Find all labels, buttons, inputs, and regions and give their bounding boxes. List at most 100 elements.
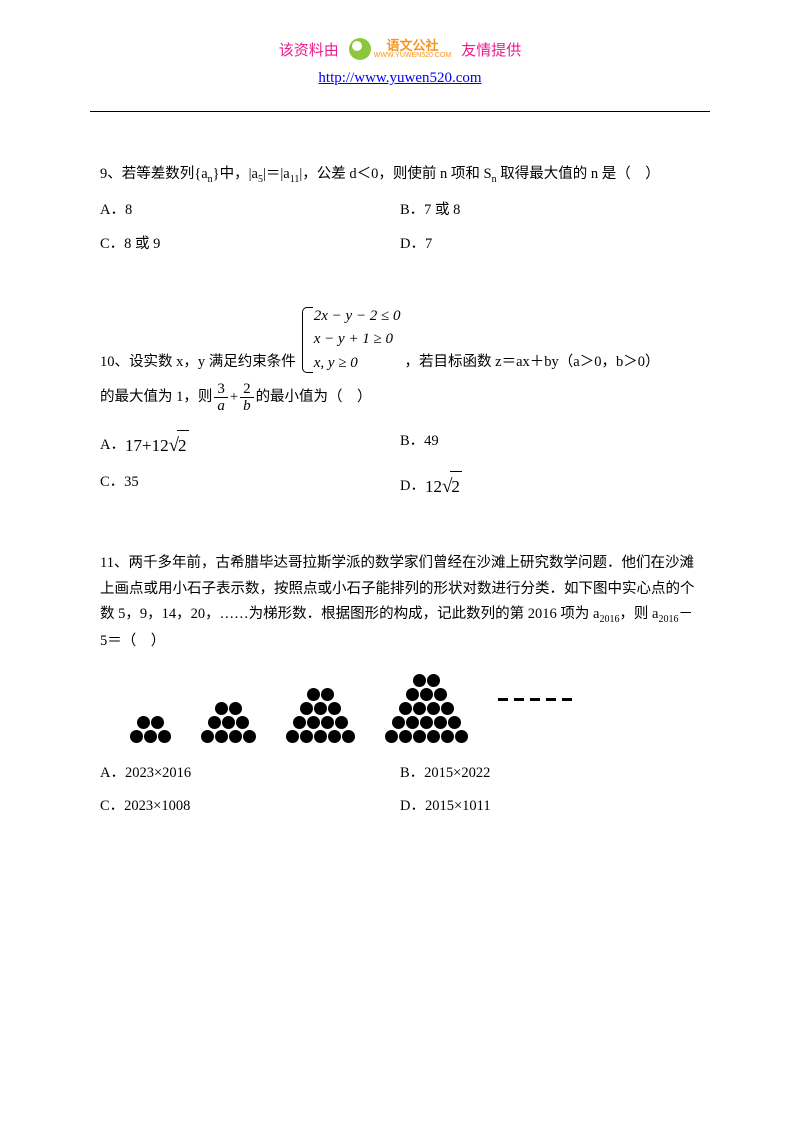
dot-icon bbox=[144, 730, 157, 743]
dot-row bbox=[215, 702, 242, 715]
dash-icon bbox=[530, 698, 540, 701]
dot-row bbox=[286, 730, 355, 743]
q9-t3: |＝|a bbox=[263, 166, 290, 182]
dot-icon bbox=[215, 702, 228, 715]
frac1-den: a bbox=[214, 398, 228, 415]
dot-icon bbox=[413, 730, 426, 743]
dot-row bbox=[392, 716, 461, 729]
dash-icon bbox=[514, 698, 524, 701]
dot-icon bbox=[328, 730, 341, 743]
q9-stem: 9、若等差数列{an}中，|a5|＝|a11|，公差 d＜0，则使前 n 项和 … bbox=[100, 162, 700, 188]
header-attribution: 该资料由 语文公社 WWW.YUWEN520.COM 友情提供 bbox=[0, 36, 800, 62]
dot-icon bbox=[399, 702, 412, 715]
dot-icon bbox=[413, 674, 426, 687]
site-logo: 语文公社 WWW.YUWEN520.COM bbox=[343, 36, 457, 62]
q11-sub1: 2016 bbox=[599, 614, 619, 625]
q11-stem: 11、两千多年前，古希腊毕达哥拉斯学派的数学家们曾经在沙滩上研究数学问题．他们在… bbox=[100, 551, 700, 654]
content-area: 9、若等差数列{an}中，|a5|＝|a11|，公差 d＜0，则使前 n 项和 … bbox=[0, 112, 800, 828]
dot-icon bbox=[399, 730, 412, 743]
constraint-1: 2x − y − 2 ≤ 0 bbox=[314, 305, 401, 328]
q11-opt-a: A．2023×2016 bbox=[100, 761, 400, 786]
dash-icon bbox=[562, 698, 572, 701]
q10-t1: 设实数 x，y 满足约束条件 bbox=[129, 350, 296, 375]
dot-row bbox=[307, 688, 334, 701]
q10-t4: 的最小值为（ ） bbox=[256, 385, 372, 410]
dot-icon bbox=[420, 716, 433, 729]
q10-d-val: 12 bbox=[425, 472, 442, 502]
frac1-num: 3 bbox=[214, 381, 228, 399]
q10-a-val: 17+12 bbox=[125, 431, 169, 461]
q10-t2: ，若目标函数 z＝ax＋by（a＞0，b＞0） bbox=[405, 350, 660, 375]
q11-p1: 两千多年前，古希腊毕达哥拉斯学派的数学家们曾经在沙滩上研究数学问题．他们在沙滩上… bbox=[100, 555, 695, 622]
q10-d-expr: 12√2 bbox=[425, 470, 462, 503]
dot-icon bbox=[392, 716, 405, 729]
dot-icon bbox=[243, 730, 256, 743]
dot-icon bbox=[229, 702, 242, 715]
dot-icon bbox=[286, 730, 299, 743]
dot-icon bbox=[201, 730, 214, 743]
q9-opt-b: B．7 或 8 bbox=[400, 198, 700, 223]
dot-icon bbox=[307, 716, 320, 729]
q9-t2: }中，|a bbox=[213, 166, 258, 182]
ellipsis-dashes bbox=[498, 698, 572, 719]
dot-row bbox=[413, 674, 440, 687]
dot-row bbox=[130, 730, 171, 743]
dot-row bbox=[385, 730, 468, 743]
trapezoid-figure bbox=[286, 688, 355, 743]
q9-t4: |，公差 d＜0，则使前 n 项和 S bbox=[299, 166, 491, 182]
q10-line2: 的最大值为 1，则 3 a + 2 b 的最小值为（ ） bbox=[100, 381, 700, 415]
fraction-2: 2 b bbox=[240, 381, 254, 415]
q11-number: 11、 bbox=[100, 555, 128, 571]
q10-a-pre: A． bbox=[100, 433, 125, 458]
frac2-den: b bbox=[240, 398, 254, 415]
q10-d-pre: D． bbox=[400, 474, 425, 499]
q9-sub-11: 11 bbox=[290, 174, 300, 185]
constraint-3: x, y ≥ 0 bbox=[314, 352, 401, 375]
dot-icon bbox=[137, 716, 150, 729]
dot-icon bbox=[385, 730, 398, 743]
dot-icon bbox=[427, 674, 440, 687]
trapezoid-figure bbox=[385, 674, 468, 743]
question-10: 10、 设实数 x，y 满足约束条件 2x − y − 2 ≤ 0 x − y … bbox=[100, 305, 700, 511]
dot-row bbox=[208, 716, 249, 729]
dot-row bbox=[300, 702, 341, 715]
dot-icon bbox=[434, 688, 447, 701]
trapezoid-figures bbox=[100, 664, 700, 761]
q11-options: A．2023×2016 B．2015×2022 C．2023×1008 D．20… bbox=[100, 761, 700, 828]
dot-icon bbox=[321, 688, 334, 701]
logo-english: WWW.YUWEN520.COM bbox=[374, 52, 451, 59]
dot-row bbox=[201, 730, 256, 743]
dot-icon bbox=[314, 730, 327, 743]
dot-icon bbox=[307, 688, 320, 701]
q9-t5: 取得最大值的 n 是（ ） bbox=[497, 166, 660, 182]
q9-options: A．8 B．7 或 8 C．8 或 9 D．7 bbox=[100, 198, 700, 265]
q11-opt-b: B．2015×2022 bbox=[400, 761, 700, 786]
header-url[interactable]: http://www.yuwen520.com bbox=[0, 70, 800, 87]
page-header: 该资料由 语文公社 WWW.YUWEN520.COM 友情提供 http://w… bbox=[0, 0, 800, 87]
q10-opt-c: C．35 bbox=[100, 470, 400, 503]
dot-icon bbox=[229, 730, 242, 743]
dot-icon bbox=[314, 702, 327, 715]
q11-opt-d: D．2015×1011 bbox=[400, 794, 700, 819]
q10-line1: 10、 设实数 x，y 满足约束条件 2x − y − 2 ≤ 0 x − y … bbox=[100, 305, 700, 375]
dot-row bbox=[406, 688, 447, 701]
question-11: 11、两千多年前，古希腊毕达哥拉斯学派的数学家们曾经在沙滩上研究数学问题．他们在… bbox=[100, 551, 700, 827]
q11-p2: ，则 a bbox=[619, 606, 658, 622]
trapezoid-figure bbox=[130, 716, 171, 743]
frac2-num: 2 bbox=[240, 381, 254, 399]
dot-icon bbox=[455, 730, 468, 743]
q10-a-sqrt: 2 bbox=[177, 430, 189, 461]
dot-icon bbox=[236, 716, 249, 729]
dot-icon bbox=[208, 716, 221, 729]
logo-swirl-icon bbox=[349, 38, 371, 60]
q9-number: 9、 bbox=[100, 166, 122, 182]
q9-opt-c: C．8 或 9 bbox=[100, 232, 400, 257]
q10-opt-d: D． 12√2 bbox=[400, 470, 700, 503]
trapezoid-figure bbox=[201, 702, 256, 743]
q10-opt-a: A． 17+12√2 bbox=[100, 429, 400, 462]
q11-opt-c: C．2023×1008 bbox=[100, 794, 400, 819]
dot-icon bbox=[441, 730, 454, 743]
dot-icon bbox=[158, 730, 171, 743]
dash-icon bbox=[546, 698, 556, 701]
q10-d-sqrt: 2 bbox=[450, 471, 462, 502]
